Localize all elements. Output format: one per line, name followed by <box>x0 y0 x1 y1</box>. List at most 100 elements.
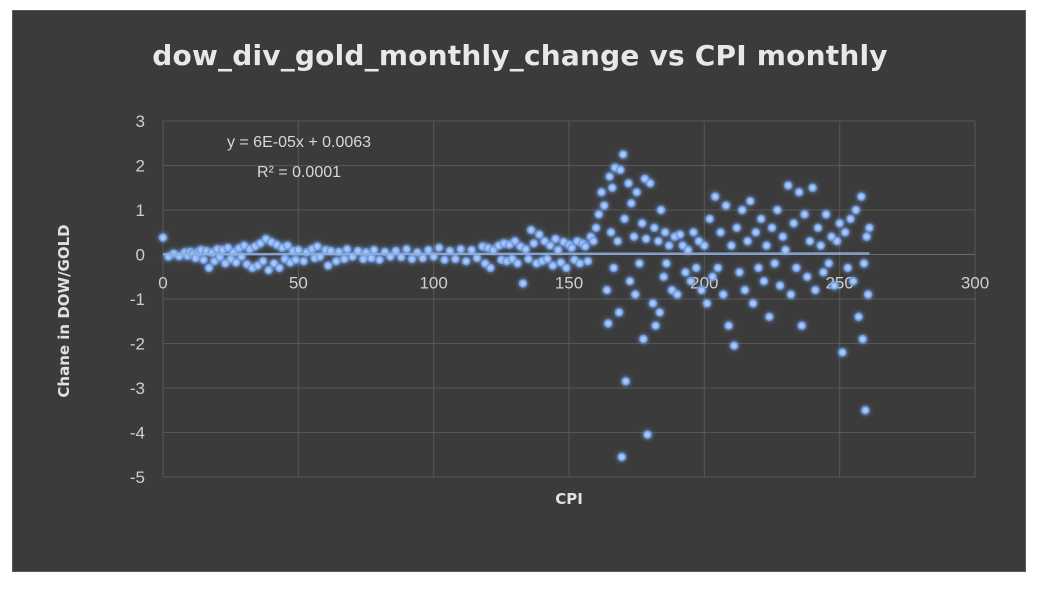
data-point <box>518 279 528 288</box>
data-point <box>606 228 616 237</box>
data-point <box>797 321 806 330</box>
data-point <box>655 308 664 317</box>
chart-title: dow_div_gold_monthly_change vs CPI month… <box>152 39 888 72</box>
data-point <box>858 334 867 344</box>
data-point <box>846 214 855 224</box>
data-point <box>786 290 796 299</box>
data-point <box>660 228 670 237</box>
data-point <box>467 245 476 255</box>
y-tick-label: 2 <box>136 157 145 176</box>
data-point <box>729 341 739 350</box>
data-point <box>683 245 693 255</box>
data-point <box>632 188 641 197</box>
data-point <box>732 223 741 233</box>
data-point <box>862 232 871 241</box>
data-point <box>486 263 495 273</box>
data-point <box>402 245 411 254</box>
data-point <box>158 233 168 242</box>
data-point <box>759 277 769 286</box>
data-point <box>716 228 725 237</box>
data-point <box>283 241 292 250</box>
data-point <box>210 257 219 266</box>
y-tick-label: -1 <box>130 290 145 309</box>
data-point <box>440 255 449 265</box>
data-point <box>775 281 785 290</box>
data-point <box>659 272 668 281</box>
data-point <box>367 253 376 263</box>
data-point <box>691 263 701 273</box>
data-point <box>323 261 333 270</box>
data-point <box>694 237 704 246</box>
data-point <box>848 277 858 286</box>
data-point <box>719 290 728 299</box>
data-point <box>762 241 771 250</box>
data-point <box>859 259 869 268</box>
data-point <box>727 241 736 250</box>
data-point <box>773 205 782 215</box>
trendline-group <box>162 252 870 256</box>
data-point <box>863 290 873 299</box>
data-point <box>562 263 571 273</box>
data-point <box>299 257 308 266</box>
y-tick-label: -5 <box>130 468 145 487</box>
data-point <box>767 223 777 233</box>
data-point <box>765 312 774 321</box>
data-point <box>375 255 384 265</box>
data-point <box>434 243 444 253</box>
data-point <box>264 265 273 275</box>
data-point <box>617 452 626 462</box>
data-point <box>770 259 779 268</box>
data-point <box>756 214 766 224</box>
y-tick-label: 1 <box>136 201 145 220</box>
data-point <box>643 430 652 439</box>
data-point <box>551 234 560 244</box>
data-point <box>625 277 635 286</box>
data-point <box>580 242 590 251</box>
trendline-r-squared: R² = 0.0001 <box>257 164 341 181</box>
y-tick-label: -2 <box>130 335 145 354</box>
data-point <box>597 188 606 197</box>
data-point <box>700 241 709 250</box>
data-point <box>824 259 833 268</box>
data-point <box>639 334 648 344</box>
data-point <box>603 319 613 328</box>
data-point <box>609 263 618 273</box>
data-point <box>620 214 629 224</box>
data-point <box>359 254 368 264</box>
data-point <box>854 312 863 321</box>
data-point <box>424 245 433 255</box>
data-point <box>724 321 733 330</box>
x-tick-label: 300 <box>961 274 989 293</box>
data-point <box>705 214 714 224</box>
data-point <box>624 179 633 188</box>
data-point <box>794 188 804 197</box>
data-point <box>275 263 284 273</box>
data-point <box>689 228 698 237</box>
data-point <box>800 210 809 219</box>
data-point <box>231 258 241 267</box>
x-tick-label: 100 <box>419 274 447 293</box>
data-point <box>510 237 520 246</box>
data-point <box>802 272 812 281</box>
x-axis-title: CPI <box>555 490 583 508</box>
data-point <box>664 241 674 250</box>
data-point <box>743 237 752 246</box>
data-point <box>662 259 671 268</box>
data-point <box>816 241 825 250</box>
data-point <box>534 230 544 239</box>
data-point <box>508 254 517 264</box>
data-point <box>654 237 663 246</box>
data-point <box>708 272 717 281</box>
data-point <box>583 257 593 266</box>
data-point <box>575 259 584 268</box>
data-point <box>340 254 349 264</box>
data-point <box>629 232 639 241</box>
data-point <box>589 237 598 246</box>
data-point <box>740 285 750 295</box>
data-point <box>613 237 622 246</box>
data-point <box>621 377 630 386</box>
data-point <box>513 259 522 268</box>
data-point <box>635 259 644 268</box>
data-point <box>256 239 265 248</box>
